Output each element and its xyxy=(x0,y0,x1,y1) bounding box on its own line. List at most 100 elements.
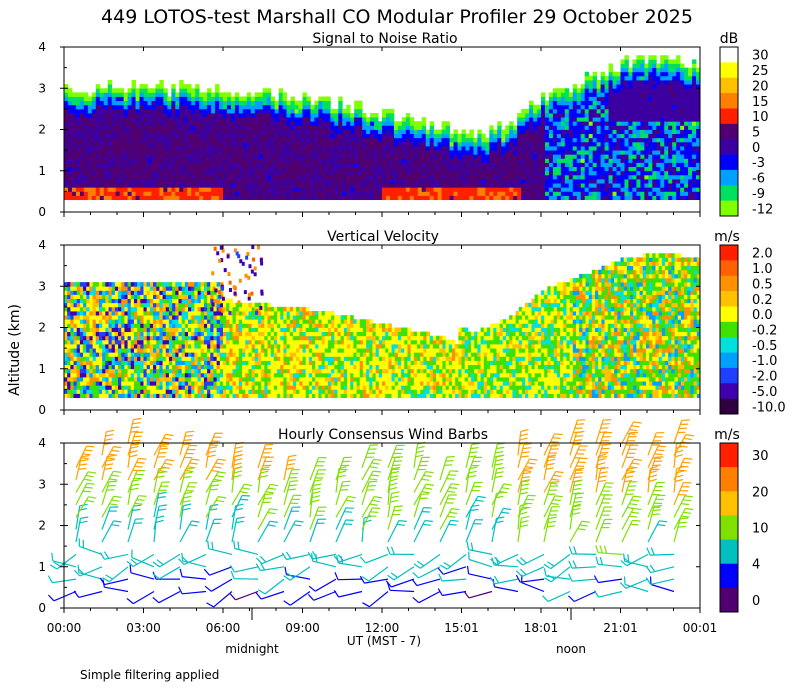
snr-cell xyxy=(684,125,689,130)
snr-cell xyxy=(187,183,192,188)
snr-cell xyxy=(632,67,637,73)
snr-cell xyxy=(652,92,657,97)
snr-cell xyxy=(79,191,85,196)
snr-cell xyxy=(127,129,132,135)
vv-cell xyxy=(130,290,135,295)
snr-cell xyxy=(143,187,148,192)
snr-cell xyxy=(652,121,657,126)
snr-cell xyxy=(572,117,578,122)
snr-cell xyxy=(517,174,522,180)
snr-cell xyxy=(115,191,121,196)
snr-cell xyxy=(628,71,633,77)
snr-cell xyxy=(111,104,117,110)
snr-cell xyxy=(417,166,423,172)
snr-cell xyxy=(469,166,474,172)
snr-cell xyxy=(191,137,196,143)
snr-cell xyxy=(513,154,518,159)
snr-cell xyxy=(103,117,109,122)
snr-cell xyxy=(684,166,689,172)
vv-cell xyxy=(76,368,81,374)
snr-cell xyxy=(453,141,458,147)
vv-cell xyxy=(118,315,122,320)
snr-cell xyxy=(652,67,657,73)
snr-cell xyxy=(270,174,276,180)
snr-cell xyxy=(425,129,431,135)
snr-cell xyxy=(131,88,136,93)
vv-cell xyxy=(67,319,71,324)
vv-cell xyxy=(149,319,154,324)
snr-cell xyxy=(604,146,609,151)
snr-cell xyxy=(71,162,77,168)
vv-cell xyxy=(121,327,125,333)
snr-cell xyxy=(664,174,669,180)
snr-cell xyxy=(640,104,645,110)
snr-cell xyxy=(274,137,280,143)
snr-cell xyxy=(64,195,69,201)
snr-cell xyxy=(425,170,431,176)
snr-cell xyxy=(246,174,252,180)
snr-cell xyxy=(584,117,590,122)
snr-cell xyxy=(664,170,669,176)
snr-cell xyxy=(115,129,121,135)
vv-cell xyxy=(146,315,151,320)
snr-cell xyxy=(529,174,534,180)
vv-cell xyxy=(79,356,84,361)
snr-cell xyxy=(616,125,621,130)
snr-cell xyxy=(187,137,192,143)
snr-cell xyxy=(266,141,272,147)
snr-cell xyxy=(417,195,423,201)
snr-cell xyxy=(668,63,673,69)
vv-cell xyxy=(124,323,128,328)
vv-cell xyxy=(162,356,167,361)
vv-cell xyxy=(121,339,125,345)
snr-cell xyxy=(568,113,574,118)
snr-cell xyxy=(95,183,101,188)
snr-cell xyxy=(620,63,625,69)
snr-cell xyxy=(171,129,176,135)
snr-cell xyxy=(175,113,180,118)
snr-cell xyxy=(453,146,458,151)
snr-cell xyxy=(103,137,109,143)
snr-cell xyxy=(155,183,160,188)
snr-cell xyxy=(644,104,649,110)
snr-cell xyxy=(322,195,327,201)
snr-cell xyxy=(238,100,244,106)
snr-cell xyxy=(318,166,323,172)
snr-cell xyxy=(660,141,665,147)
snr-cell xyxy=(64,166,69,172)
snr-cell xyxy=(179,158,184,163)
snr-cell xyxy=(676,129,681,135)
snr-cell xyxy=(127,141,132,147)
snr-cell xyxy=(517,133,522,139)
snr-cell xyxy=(584,179,590,184)
snr-cell xyxy=(107,129,113,135)
snr-cell xyxy=(298,174,303,180)
snr-cell xyxy=(616,166,621,172)
snr-cell xyxy=(397,129,403,135)
snr-cell xyxy=(338,133,343,139)
snr-cell xyxy=(326,187,331,192)
snr-cell xyxy=(453,174,458,180)
snr-cell xyxy=(183,191,188,196)
snr-cell xyxy=(338,174,343,180)
snr-cell xyxy=(270,162,276,168)
snr-cell xyxy=(397,125,403,130)
snr-cell xyxy=(393,154,399,159)
snr-cell xyxy=(529,117,534,122)
snr-cell xyxy=(552,150,558,155)
snr-cell xyxy=(330,187,335,192)
snr-cell xyxy=(242,100,248,106)
snr-cell xyxy=(99,191,105,196)
vv-cell xyxy=(86,335,90,341)
snr-cell xyxy=(628,129,633,135)
vv-cell xyxy=(67,331,71,337)
snr-cell xyxy=(107,141,113,147)
snr-cell xyxy=(580,92,586,97)
snr-cell xyxy=(147,108,152,114)
snr-cell xyxy=(421,170,427,176)
snr-cell xyxy=(302,195,307,201)
snr-cell xyxy=(354,187,359,192)
snr-cell xyxy=(358,162,363,168)
snr-cell xyxy=(509,129,514,135)
snr-cell xyxy=(278,108,284,114)
